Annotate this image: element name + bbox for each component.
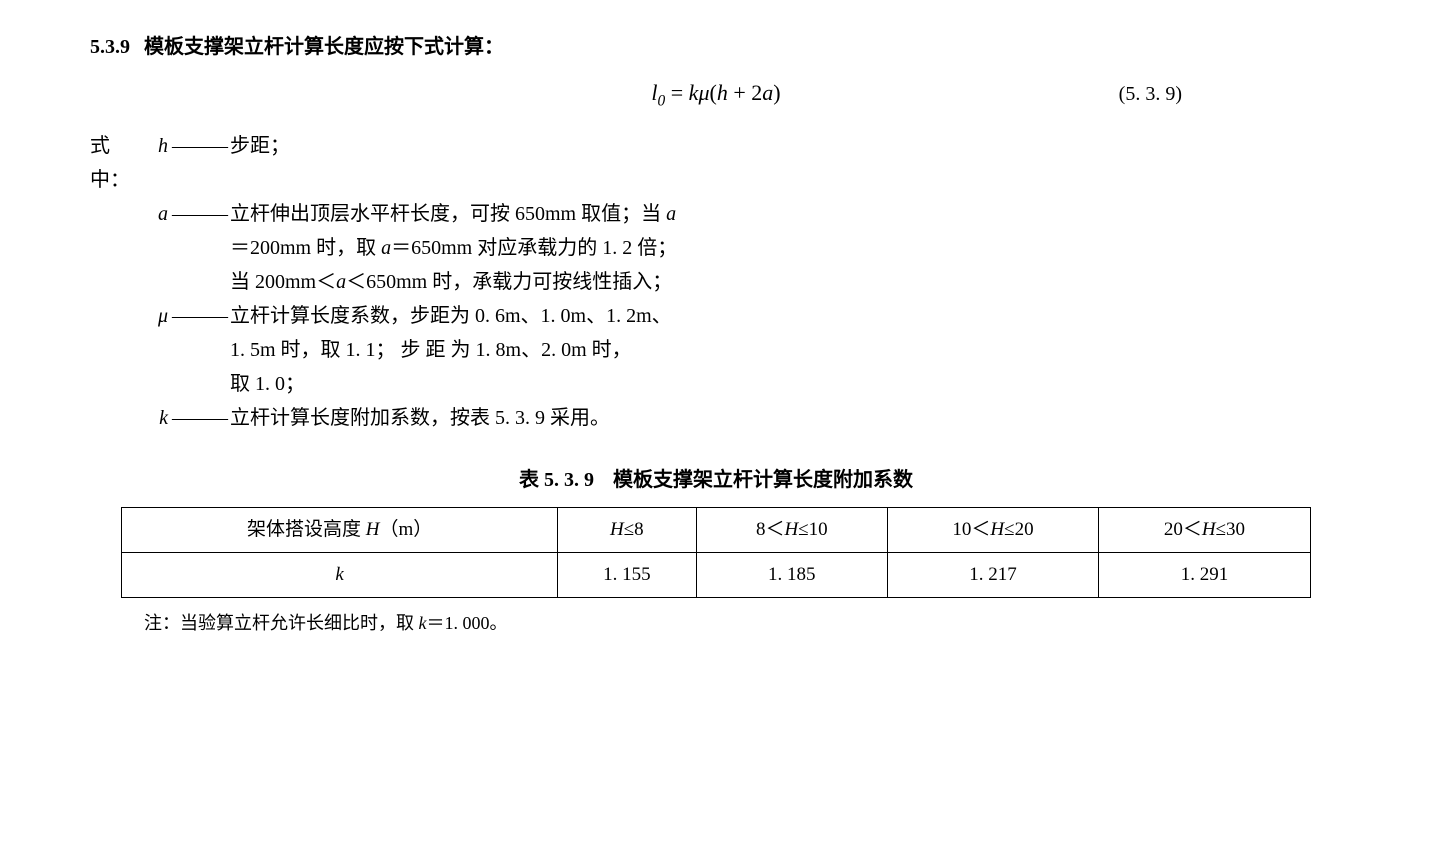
- def-dash: ———: [170, 299, 230, 333]
- coefficient-table: 架体搭设高度 H（m） H≤8 8＜H≤10 10＜H≤20 20＜H≤30 k…: [121, 507, 1310, 599]
- def-symbol-a: a: [90, 197, 170, 231]
- c3-var: H: [990, 519, 1004, 540]
- def-mu-l3: 取 1. 0；: [230, 373, 305, 395]
- c1-var: H: [610, 519, 624, 540]
- equation: l0 = kμ(h + 2a): [651, 74, 780, 115]
- eq-plus: + 2: [728, 80, 762, 105]
- section-heading: 5.3.9 模板支撑架立杆计算长度应按下式计算：: [90, 30, 1342, 64]
- table-cell: 1. 185: [696, 552, 887, 597]
- c1-rel: ≤8: [624, 519, 644, 540]
- table-caption: 模板支撑架立杆计算长度附加系数: [613, 469, 913, 491]
- equation-row: l0 = kμ(h + 2a) (5. 3. 9): [90, 74, 1342, 115]
- def-intro-label: 式中：: [90, 129, 146, 197]
- c3-post: ≤20: [1004, 519, 1033, 540]
- def-a-l2-pre: ＝200mm 时，取: [230, 237, 381, 259]
- eq-open: (: [709, 80, 716, 105]
- note-pre: 注：当验算立杆允许长细比时，取: [144, 613, 419, 633]
- table-cell: 1. 291: [1099, 552, 1310, 597]
- table-col3: 10＜H≤20: [887, 507, 1098, 552]
- c2-var: H: [784, 519, 798, 540]
- def-a-l1-pre: 立杆伸出顶层水平杆长度，可按 650mm 取值；当: [230, 203, 666, 225]
- eq-k: k: [689, 80, 699, 105]
- def-a-l2-post: ＝650mm 对应承载力的 1. 2 倍；: [391, 237, 677, 259]
- def-body-a: 立杆伸出顶层水平杆长度，可按 650mm 取值；当 a ＝200mm 时，取 a…: [230, 197, 1342, 299]
- equation-number: (5. 3. 9): [1119, 77, 1182, 111]
- table-note: 注：当验算立杆允许长细比时，取 k＝1. 000。: [144, 608, 1342, 639]
- def-symbol-k: k: [90, 401, 170, 435]
- def-a-l1-var: a: [666, 203, 676, 225]
- def-body-mu: 立杆计算长度系数，步距为 0. 6m、1. 0m、1. 2m、 1. 5m 时，…: [230, 299, 1342, 401]
- def-dash: ———: [170, 401, 230, 435]
- eq-a: a: [762, 80, 773, 105]
- c3-pre: 10＜: [952, 519, 990, 540]
- table-cell: 1. 155: [557, 552, 696, 597]
- def-symbol-mu: μ: [90, 299, 170, 333]
- eq-close: ): [773, 80, 780, 105]
- def-mu-l1: 立杆计算长度系数，步距为 0. 6m、1. 0m、1. 2m、: [230, 305, 672, 327]
- note-var: k: [419, 613, 427, 633]
- section-title: 模板支撑架立杆计算长度应按下式计算：: [144, 30, 504, 64]
- def-symbol-h: h: [146, 129, 170, 163]
- section-number: 5.3.9: [90, 30, 130, 64]
- table-col1: H≤8: [557, 507, 696, 552]
- def-body-h: 步距；: [230, 129, 1342, 163]
- def-dash: ———: [170, 197, 230, 231]
- def-a-l3-post: ＜650mm 时，承载力可按线性插入；: [346, 271, 672, 293]
- def-body-k: 立杆计算长度附加系数，按表 5. 3. 9 采用。: [230, 401, 1342, 435]
- table-row2-label: k: [122, 552, 558, 597]
- table-row: 架体搭设高度 H（m） H≤8 8＜H≤10 10＜H≤20 20＜H≤30: [122, 507, 1310, 552]
- def-a-l3-var: a: [336, 271, 346, 293]
- c2-post: ≤10: [798, 519, 827, 540]
- eq-eq: =: [665, 80, 688, 105]
- eq-mu: μ: [698, 80, 709, 105]
- c4-post: ≤30: [1216, 519, 1245, 540]
- table-col4: 20＜H≤30: [1099, 507, 1310, 552]
- def-row-a: a ——— 立杆伸出顶层水平杆长度，可按 650mm 取值；当 a ＝200mm…: [90, 197, 1342, 299]
- table-cell: 1. 217: [887, 552, 1098, 597]
- th-var: H: [366, 519, 380, 540]
- def-row-mu: μ ——— 立杆计算长度系数，步距为 0. 6m、1. 0m、1. 2m、 1.…: [90, 299, 1342, 401]
- c2-pre: 8＜: [756, 519, 785, 540]
- th-pre: 架体搭设高度: [247, 519, 366, 540]
- table-header-label: 架体搭设高度 H（m）: [122, 507, 558, 552]
- table-title: 表 5. 3. 9 模板支撑架立杆计算长度附加系数: [90, 463, 1342, 497]
- def-row-k: k ——— 立杆计算长度附加系数，按表 5. 3. 9 采用。: [90, 401, 1342, 435]
- def-a-l3-pre: 当 200mm＜: [230, 271, 336, 293]
- def-a-l2-var: a: [381, 237, 391, 259]
- definition-list: 式中： h ——— 步距； a ——— 立杆伸出顶层水平杆长度，可按 650mm…: [90, 129, 1342, 435]
- def-mu-l2: 1. 5m 时，取 1. 1； 步 距 为 1. 8m、2. 0m 时，: [230, 339, 632, 361]
- table-row: k 1. 155 1. 185 1. 217 1. 291: [122, 552, 1310, 597]
- note-post: ＝1. 000。: [427, 613, 508, 633]
- c4-pre: 20＜: [1164, 519, 1202, 540]
- c4-var: H: [1202, 519, 1216, 540]
- table-col2: 8＜H≤10: [696, 507, 887, 552]
- def-dash: ———: [170, 129, 230, 163]
- def-row-h: 式中： h ——— 步距；: [90, 129, 1342, 197]
- row2-label: k: [335, 564, 343, 585]
- eq-h: h: [717, 80, 728, 105]
- table-number: 表 5. 3. 9: [519, 469, 594, 491]
- th-post: （m）: [379, 519, 432, 540]
